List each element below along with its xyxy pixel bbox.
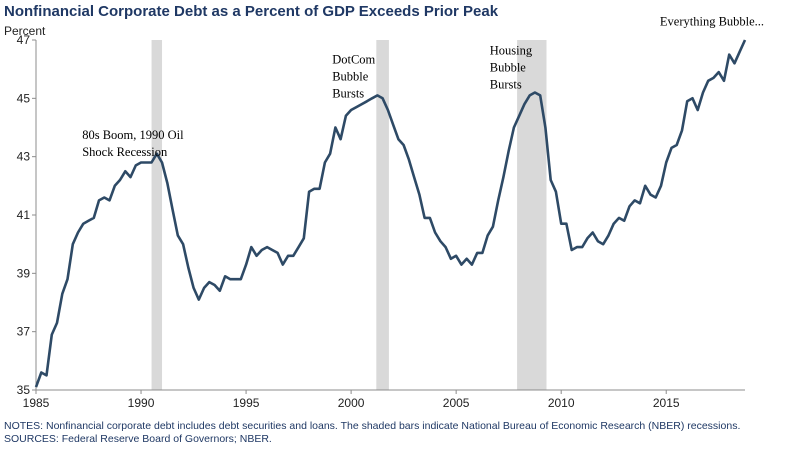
- annotation-label: DotCom Bubble Bursts: [332, 52, 375, 100]
- line-chart: 35 37 39 41 43 45 47 1985 1990 1995 2000 2005 2010 20…: [17, 14, 764, 410]
- x-tick-label: 2015: [653, 396, 680, 410]
- x-tick-label: 2000: [338, 396, 365, 410]
- annotation-line: Bursts: [490, 78, 522, 92]
- y-tick-label: 39: [17, 266, 31, 280]
- annotation-line: Shock Recession: [82, 145, 168, 159]
- y-tick-label: 35: [17, 383, 31, 397]
- annotation-line: 80s Boom, 1990 Oil: [82, 128, 184, 142]
- notes-line: NOTES: Nonfinancial corporate debt inclu…: [4, 420, 741, 432]
- chart-notes: NOTES: Nonfinancial corporate debt inclu…: [4, 420, 740, 446]
- annotation-line: Bubble: [332, 69, 369, 83]
- annotation-label: Everything Bubble...: [660, 14, 764, 28]
- recession-bar: [151, 40, 163, 390]
- sources-line: SOURCES: Federal Reserve Board of Govern…: [4, 433, 272, 445]
- y-tick-label: 45: [17, 91, 31, 105]
- recession-bars: [151, 40, 547, 390]
- y-tick-label: 47: [17, 33, 31, 47]
- annotation-line: Bursts: [332, 86, 364, 100]
- axes: 35 37 39 41 43 45 47 1985 1990 1995 2000 2005 2010 20…: [17, 33, 745, 410]
- y-tick-label: 43: [17, 150, 31, 164]
- x-tick-label: 1995: [233, 396, 260, 410]
- y-tick-label: 41: [17, 208, 31, 222]
- recession-bar: [376, 40, 389, 390]
- x-tick-label: 1985: [23, 396, 50, 410]
- annotation-line: Housing: [490, 44, 533, 58]
- x-tick-label: 2005: [443, 396, 470, 410]
- y-tick-label: 37: [17, 325, 31, 339]
- series-line: [34, 39, 747, 388]
- annotation-label: Housing Bubble Bursts: [490, 44, 533, 92]
- annotation-line: Everything Bubble...: [660, 14, 764, 28]
- annotation-line: Bubble: [490, 61, 527, 75]
- y-axis-label: Percent: [4, 24, 46, 38]
- x-tick-label: 2010: [548, 396, 575, 410]
- chart-title: Nonfinancial Corporate Debt as a Percent…: [4, 3, 499, 20]
- annotations: 80s Boom, 1990 Oil Shock Recession DotCom B…: [82, 14, 764, 159]
- series-line-layer: [34, 39, 747, 388]
- x-tick-label: 1990: [128, 396, 155, 410]
- annotation-line: DotCom: [332, 52, 375, 66]
- annotation-label: 80s Boom, 1990 Oil Shock Recession: [82, 128, 184, 159]
- recession-bar: [517, 40, 547, 390]
